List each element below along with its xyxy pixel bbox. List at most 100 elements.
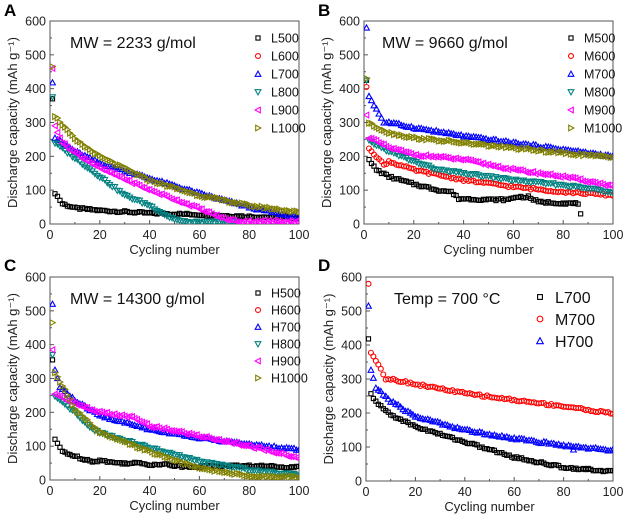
data-point bbox=[532, 140, 540, 148]
x-tick-label: 20 bbox=[93, 484, 107, 498]
y-tick-label: 400 bbox=[25, 338, 46, 352]
data-point bbox=[607, 410, 613, 417]
data-point bbox=[143, 201, 151, 209]
y-tick-label: 200 bbox=[25, 150, 46, 164]
data-point bbox=[474, 391, 481, 398]
data-point bbox=[365, 92, 373, 100]
legend-label: L800 bbox=[271, 86, 299, 100]
data-point bbox=[80, 403, 88, 412]
data-point bbox=[380, 371, 387, 378]
legend-marker-icon bbox=[255, 35, 261, 41]
data-point bbox=[591, 186, 600, 193]
data-point bbox=[377, 113, 386, 121]
y-tick-label: 0 bbox=[39, 218, 46, 232]
data-point bbox=[292, 217, 299, 224]
data-point bbox=[53, 128, 61, 137]
legend-label: M700 bbox=[584, 68, 615, 82]
y-axis-title: Discharge capacity (mAh g⁻¹) bbox=[5, 37, 20, 208]
data-point bbox=[382, 118, 391, 126]
legend-marker-icon bbox=[254, 357, 261, 365]
data-point bbox=[172, 196, 180, 204]
data-point bbox=[478, 428, 486, 436]
data-point bbox=[218, 461, 226, 469]
y-tick-label: 200 bbox=[341, 407, 362, 421]
data-point bbox=[197, 205, 205, 213]
series-H700 bbox=[366, 301, 613, 454]
data-point bbox=[464, 156, 472, 164]
x-tick-label: 60 bbox=[192, 484, 206, 498]
data-point bbox=[202, 207, 210, 216]
data-point bbox=[537, 439, 546, 447]
data-point bbox=[275, 449, 282, 458]
data-point bbox=[143, 185, 150, 194]
data-point bbox=[175, 217, 184, 224]
data-point bbox=[609, 189, 613, 197]
data-point bbox=[86, 166, 94, 174]
data-point bbox=[295, 218, 299, 223]
data-point bbox=[50, 78, 57, 86]
data-point bbox=[569, 445, 578, 453]
legend-marker-icon bbox=[537, 294, 543, 300]
data-point bbox=[364, 83, 370, 90]
panel-D: D 0 20 40 60 80 100 0 100 200 300 400 500 600 Cycling … bbox=[318, 256, 623, 514]
x-tick-label: 60 bbox=[507, 485, 521, 499]
data-point bbox=[51, 140, 59, 148]
y-tick-label: 0 bbox=[353, 218, 360, 232]
data-point bbox=[451, 424, 459, 432]
data-point bbox=[208, 218, 216, 224]
legend: M500 M600 M700 M800 M900 M1000 bbox=[567, 32, 622, 136]
legend-item-H1000: H1000 bbox=[255, 372, 308, 386]
data-point bbox=[372, 383, 380, 391]
data-point bbox=[414, 160, 423, 168]
legend-label: M500 bbox=[584, 32, 615, 46]
panel-annotation: MW = 2233 g/mol bbox=[70, 35, 196, 52]
legend-item-M900: M900 bbox=[567, 104, 615, 118]
data-point bbox=[165, 449, 174, 457]
data-point bbox=[472, 171, 480, 178]
data-point bbox=[506, 164, 514, 173]
data-point bbox=[375, 109, 383, 117]
data-point bbox=[54, 373, 62, 381]
data-point bbox=[285, 217, 292, 224]
data-point bbox=[187, 201, 195, 210]
data-point bbox=[51, 365, 59, 373]
data-point bbox=[295, 456, 299, 461]
legend-item-M700: M700 bbox=[567, 68, 615, 82]
series-M800 bbox=[364, 77, 613, 197]
data-point bbox=[50, 300, 57, 307]
data-point bbox=[420, 168, 427, 175]
y-tick-label: 200 bbox=[339, 150, 360, 164]
data-point bbox=[203, 459, 211, 467]
data-point bbox=[60, 140, 68, 148]
legend-item-L700: L700 bbox=[537, 290, 591, 307]
legend-marker-icon bbox=[254, 70, 262, 77]
data-point bbox=[384, 394, 393, 402]
data-point bbox=[180, 454, 189, 462]
data-area bbox=[50, 300, 299, 480]
data-point bbox=[215, 213, 223, 222]
y-tick-label: 0 bbox=[355, 475, 362, 489]
x-tick-label: 20 bbox=[408, 485, 422, 499]
data-point bbox=[409, 151, 417, 160]
legend-item-H700: H700 bbox=[535, 334, 593, 351]
data-point bbox=[98, 175, 107, 183]
data-point bbox=[93, 172, 102, 180]
data-point bbox=[195, 219, 204, 224]
legend-marker-icon bbox=[535, 336, 545, 345]
data-point bbox=[110, 170, 118, 178]
data-point bbox=[366, 280, 372, 287]
data-point bbox=[235, 464, 244, 472]
data-point bbox=[208, 459, 216, 467]
data-point bbox=[419, 161, 428, 169]
data-point bbox=[577, 211, 584, 217]
data-point bbox=[183, 219, 191, 224]
data-point bbox=[78, 154, 86, 163]
data-point bbox=[222, 437, 230, 446]
data-point bbox=[429, 127, 438, 135]
data-point bbox=[168, 450, 176, 458]
data-point bbox=[437, 166, 445, 174]
data-point bbox=[83, 403, 91, 412]
legend-item-L800: L800 bbox=[254, 86, 299, 100]
x-axis-title: Cycling number bbox=[129, 498, 220, 513]
data-point bbox=[90, 161, 98, 170]
